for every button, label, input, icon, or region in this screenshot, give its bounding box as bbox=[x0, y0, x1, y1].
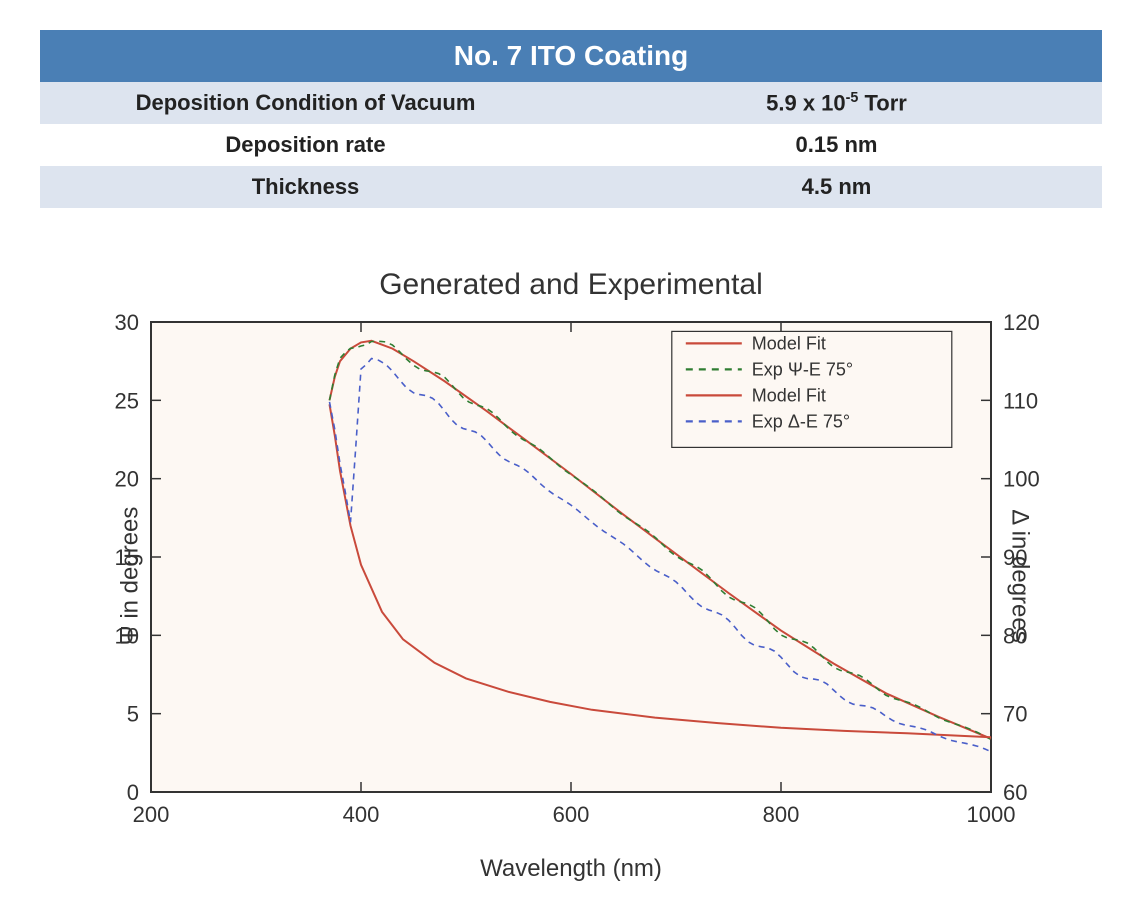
coating-table: No. 7 ITO Coating Deposition Condition o… bbox=[40, 30, 1102, 208]
table-row-value: 5.9 x 10-5 Torr bbox=[571, 82, 1102, 124]
chart-container: Generated and Experimental Ψ in degrees … bbox=[71, 268, 1071, 883]
svg-text:5: 5 bbox=[127, 702, 139, 727]
legend-item-label: Model Fit bbox=[752, 334, 826, 354]
table-row-label: Deposition Condition of Vacuum bbox=[40, 82, 571, 124]
y-axis-right-label: Δ in degrees bbox=[1005, 509, 1033, 642]
svg-text:25: 25 bbox=[115, 389, 139, 414]
svg-text:20: 20 bbox=[115, 467, 139, 492]
table-row-label: Deposition rate bbox=[40, 124, 571, 166]
x-axis-label: Wavelength (nm) bbox=[71, 855, 1071, 883]
legend-item-label: Model Fit bbox=[752, 386, 826, 406]
svg-text:120: 120 bbox=[1003, 312, 1040, 335]
table-row-value: 4.5 nm bbox=[571, 166, 1102, 208]
table-row: Deposition Condition of Vacuum5.9 x 10-5… bbox=[40, 82, 1102, 124]
svg-text:70: 70 bbox=[1003, 702, 1027, 727]
svg-text:30: 30 bbox=[115, 312, 139, 335]
svg-text:110: 110 bbox=[1003, 389, 1038, 414]
y-axis-left-label: Ψ in degrees bbox=[116, 506, 144, 645]
table-title: No. 7 ITO Coating bbox=[40, 30, 1102, 82]
svg-text:1000: 1000 bbox=[967, 802, 1016, 827]
legend-item-label: Exp Ψ-E 75° bbox=[752, 360, 853, 380]
svg-text:400: 400 bbox=[343, 802, 380, 827]
svg-text:200: 200 bbox=[133, 802, 170, 827]
chart-title: Generated and Experimental bbox=[71, 268, 1071, 302]
svg-text:60: 60 bbox=[1003, 780, 1027, 805]
table-row-value: 0.15 nm bbox=[571, 124, 1102, 166]
svg-text:100: 100 bbox=[1003, 467, 1040, 492]
legend-item-label: Exp Δ-E 75° bbox=[752, 412, 850, 432]
svg-text:0: 0 bbox=[127, 780, 139, 805]
chart-svg: 2004006008001000051015202530607080901001… bbox=[71, 312, 1071, 842]
table-row-label: Thickness bbox=[40, 166, 571, 208]
svg-text:800: 800 bbox=[763, 802, 800, 827]
svg-text:600: 600 bbox=[553, 802, 590, 827]
table-row: Deposition rate0.15 nm bbox=[40, 124, 1102, 166]
table-row: Thickness4.5 nm bbox=[40, 166, 1102, 208]
